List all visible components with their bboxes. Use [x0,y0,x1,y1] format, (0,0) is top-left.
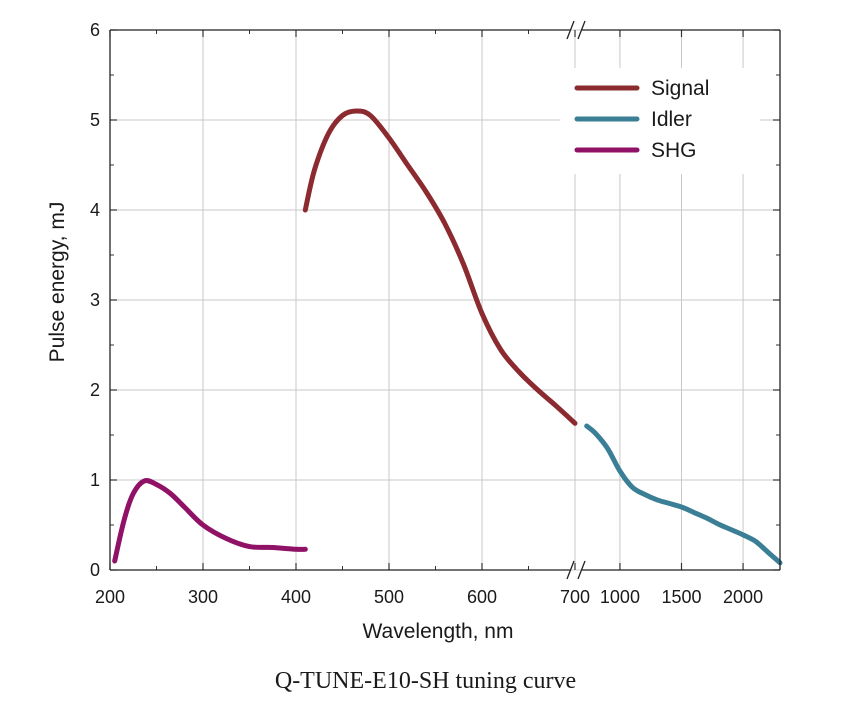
tuning-curve-chart: Signal Idler SHG 0 1 2 3 4 5 6 200 300 400 500 600 700… [46,20,783,643]
axis-break-bottom-mark-2 [577,560,586,580]
figure-caption: Q-TUNE-E10-SH tuning curve [274,668,577,694]
x-tick-label: 1000 [600,587,640,607]
x-tick-label: 700 [560,587,590,607]
x-tick-label: 400 [281,587,311,607]
series-line-idler [584,423,783,566]
y-tick-label: 4 [90,200,100,220]
series-line-signal [302,108,578,426]
axis-break-top-mark-2 [577,20,586,40]
x-tick-label: 600 [467,587,497,607]
x-tick-label: 500 [374,587,404,607]
x-tick-label: 1500 [661,587,701,607]
axes [109,20,781,580]
y-axis-label: Pulse energy, mJ [46,202,69,363]
legend-label-shg: SHG [651,139,697,162]
tick-labels: 0 1 2 3 4 5 6 200 300 400 500 600 700 1000 1500 2000 [90,20,763,607]
x-tick-label: 2000 [723,587,763,607]
legend: Signal Idler SHG [560,68,760,174]
y-tick-label: 0 [90,560,100,580]
grid-lines [109,29,780,571]
y-tick-label: 5 [90,110,100,130]
series-layer [112,108,783,566]
y-tick-label: 2 [90,380,100,400]
x-axis-label: Wavelength, nm [363,620,514,643]
legend-label-idler: Idler [651,108,692,131]
x-tick-label: 300 [188,587,218,607]
y-tick-label: 6 [90,20,100,40]
x-tick-label: 200 [95,587,125,607]
y-tick-label: 1 [90,470,100,490]
y-tick-label: 3 [90,290,100,310]
legend-label-signal: Signal [651,77,709,100]
axis-break-top-mark-1 [566,20,575,40]
series-line-shg [112,478,308,564]
axis-break-bottom-mark-1 [566,560,575,580]
